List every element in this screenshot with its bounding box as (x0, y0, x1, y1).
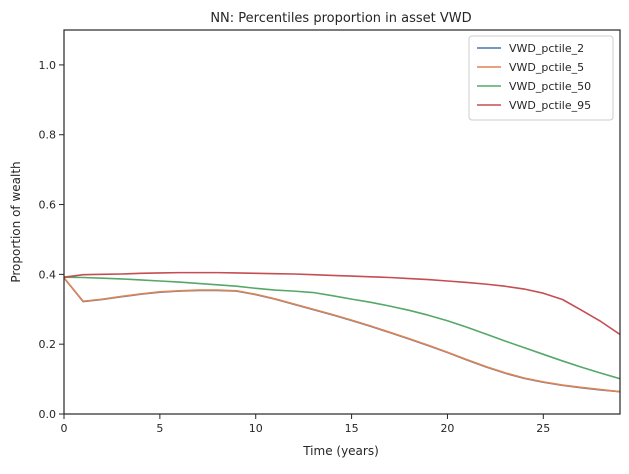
series-group (64, 271, 620, 393)
legend-label: VWD_pctile_95 (509, 99, 591, 112)
series-line-VWD_pctile_5 (64, 277, 620, 393)
y-tick-label: 0.6 (39, 199, 57, 212)
y-tick-label: 0.4 (39, 268, 57, 281)
y-tick-label: 0.2 (39, 338, 57, 351)
plot-area: 0 5 10 15 20 25 0.0 0.2 0.4 0.6 0.8 1.0 (39, 29, 621, 435)
y-tick-label: 1.0 (39, 59, 57, 72)
series-line-VWD_pctile_50 (64, 276, 620, 380)
y-tick-label: 0.0 (39, 408, 57, 421)
x-tick-label: 20 (440, 422, 454, 435)
x-tick-label: 10 (249, 422, 263, 435)
x-tick-label: 0 (61, 422, 68, 435)
legend: VWD_pctile_2 VWD_pctile_5 VWD_pctile_50 VWD… (468, 35, 614, 121)
legend-label: VWD_pctile_5 (509, 61, 584, 74)
legend-box (468, 35, 614, 121)
axes-frame (63, 29, 621, 415)
series-line-VWD_pctile_95 (64, 271, 620, 336)
legend-label: VWD_pctile_2 (509, 42, 584, 55)
x-axis-label: Time (years) (302, 444, 379, 458)
y-axis-label: Proportion of wealth (9, 161, 23, 282)
chart-title: NN: Percentiles proportion in asset VWD (210, 11, 471, 26)
series-line-VWD_pctile_2 (64, 277, 620, 393)
legend-label: VWD_pctile_50 (509, 80, 591, 93)
y-tick-label: 0.8 (39, 129, 57, 142)
x-tick-label: 15 (345, 422, 359, 435)
x-tick-label: 5 (156, 422, 163, 435)
x-tick-label: 25 (536, 422, 550, 435)
